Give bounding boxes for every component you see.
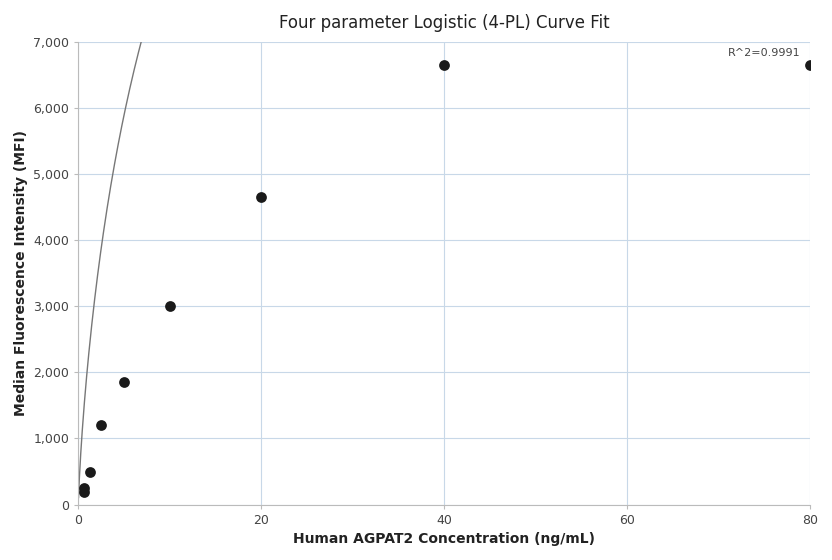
Text: R^2=0.9991: R^2=0.9991	[728, 48, 801, 58]
Point	[117, 378, 131, 387]
Point	[255, 193, 268, 202]
Point	[438, 60, 451, 69]
Point	[163, 301, 176, 310]
Point	[95, 421, 108, 430]
X-axis label: Human AGPAT2 Concentration (ng/mL): Human AGPAT2 Concentration (ng/mL)	[294, 532, 595, 546]
Point	[804, 60, 817, 69]
Title: Four parameter Logistic (4-PL) Curve Fit: Four parameter Logistic (4-PL) Curve Fit	[279, 14, 610, 32]
Point	[77, 488, 91, 497]
Point	[77, 483, 91, 492]
Y-axis label: Median Fluorescence Intensity (MFI): Median Fluorescence Intensity (MFI)	[14, 130, 28, 416]
Point	[83, 468, 97, 477]
